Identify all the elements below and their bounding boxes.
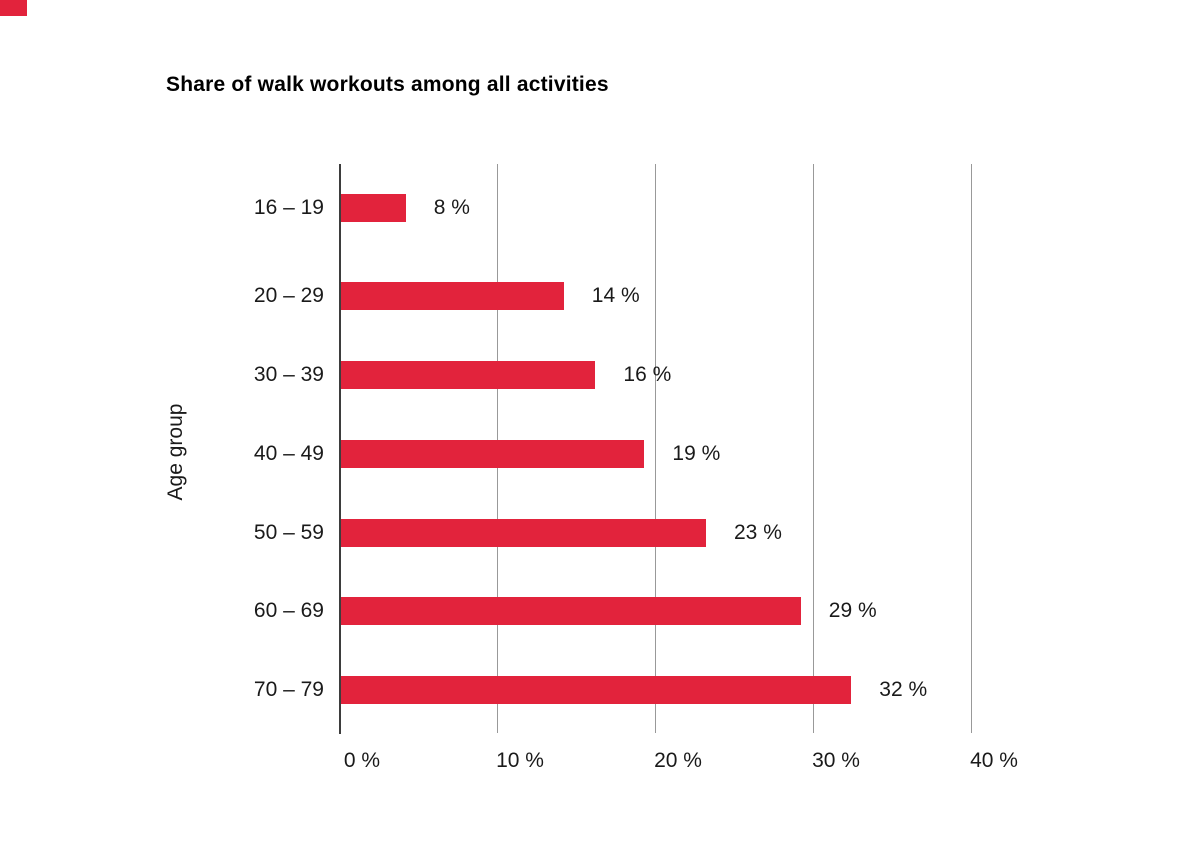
bar (341, 519, 706, 547)
value-label: 23 % (734, 521, 782, 544)
gridline (655, 164, 656, 733)
gridline (971, 164, 972, 733)
category-label: 50 – 59 (253, 521, 324, 544)
bar (341, 282, 564, 310)
value-label: 29 % (828, 599, 877, 622)
category-label: 40 – 49 (253, 442, 324, 465)
value-label: 19 % (672, 442, 721, 465)
category-label: 30 – 39 (253, 363, 324, 386)
bar (341, 194, 406, 222)
y-axis-line (339, 164, 341, 734)
x-tick-label: 0 % (343, 749, 381, 772)
category-label: 16 – 19 (253, 196, 324, 219)
brand-corner-mark (0, 0, 27, 16)
bar (341, 361, 596, 389)
value-label: 32 % (879, 678, 928, 701)
x-tick-label: 40 % (970, 749, 1018, 772)
gridline (813, 164, 814, 733)
x-tick-label: 20 % (654, 749, 702, 772)
x-tick-label: 10 % (496, 749, 544, 772)
bar (341, 597, 801, 625)
bar (341, 676, 852, 704)
chart-title: Share of walk workouts among all activit… (166, 73, 609, 96)
category-label: 20 – 29 (253, 284, 324, 307)
value-label: 16 % (623, 363, 672, 386)
category-label: 70 – 79 (253, 678, 324, 701)
value-label: 14 % (591, 284, 640, 307)
category-label: 60 – 69 (253, 599, 324, 622)
value-label: 8 % (433, 196, 470, 219)
y-axis-title: Age group (164, 403, 187, 501)
bar (341, 440, 645, 468)
x-tick-label: 30 % (812, 749, 860, 772)
